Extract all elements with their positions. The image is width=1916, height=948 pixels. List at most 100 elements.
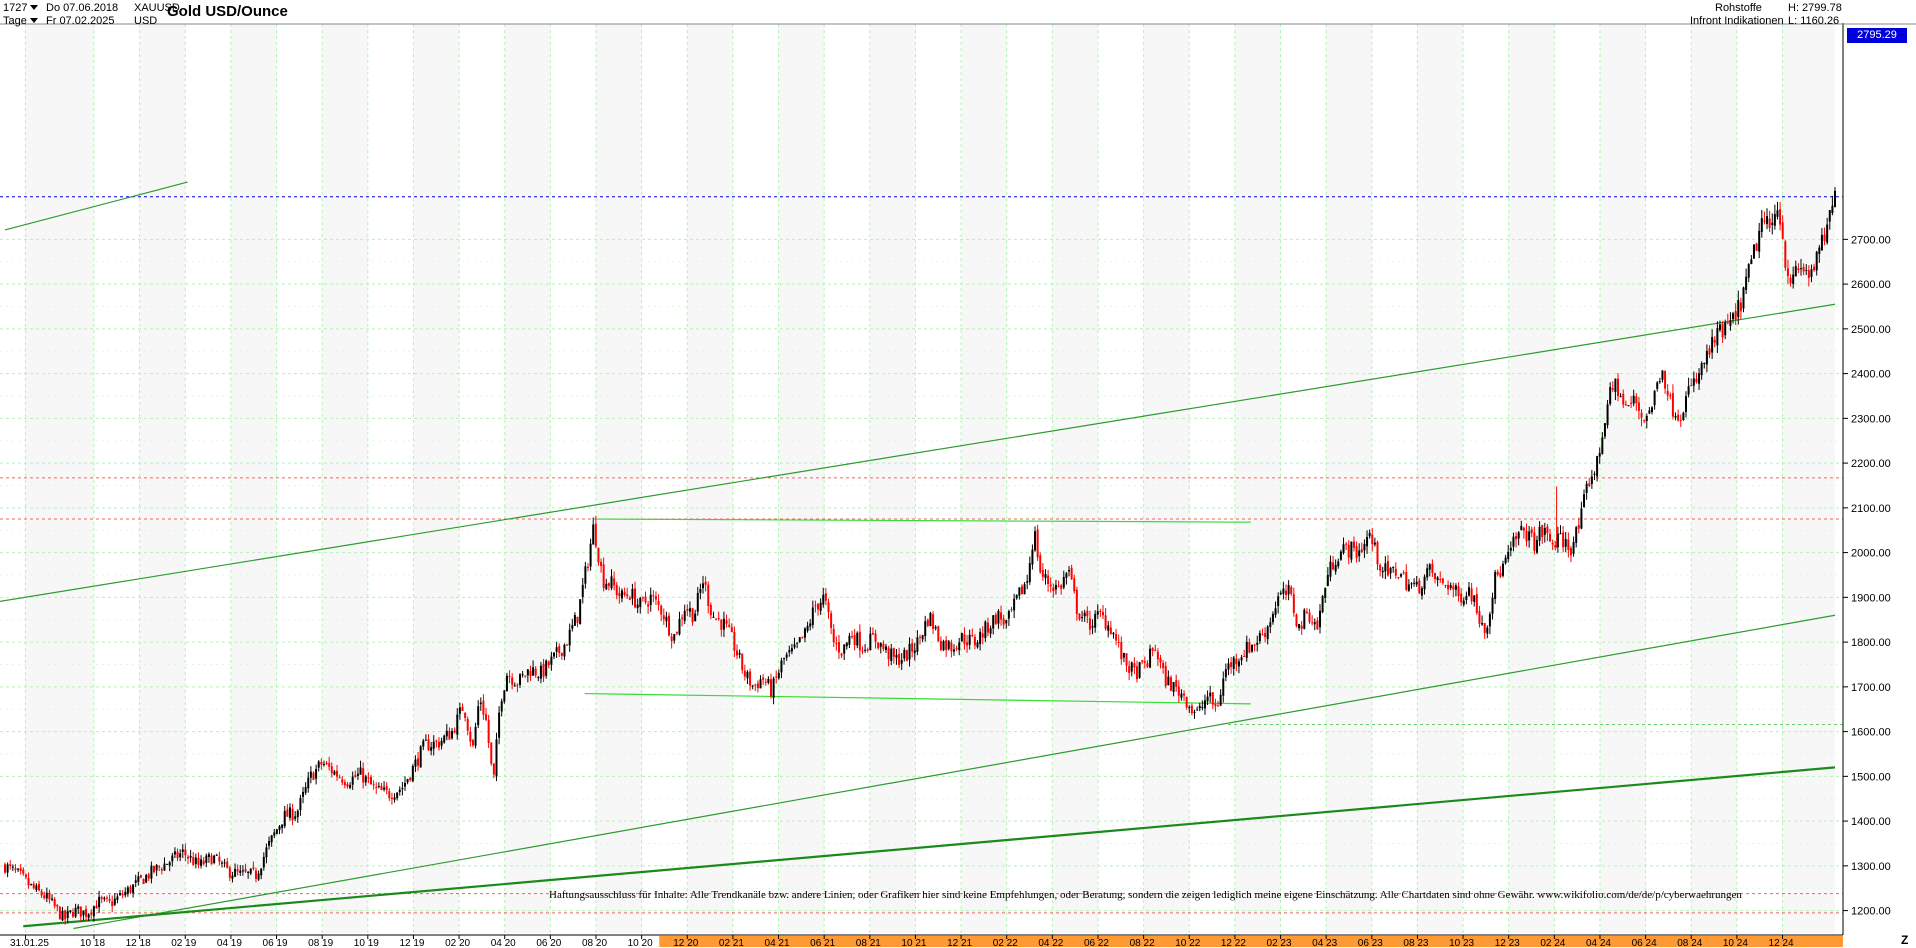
candle-body bbox=[945, 639, 948, 650]
candle-body bbox=[380, 785, 383, 791]
candle-body bbox=[1360, 549, 1363, 553]
candle-body bbox=[822, 594, 825, 605]
candle-body bbox=[887, 647, 890, 660]
x-tick-label: 10 19 bbox=[354, 938, 379, 948]
zoom-button[interactable]: Z bbox=[1901, 933, 1909, 947]
trend-lines[interactable] bbox=[0, 181, 1836, 930]
candle-body bbox=[1217, 705, 1220, 707]
candle-body bbox=[1752, 244, 1755, 259]
candle-body bbox=[1013, 598, 1016, 611]
x-tick-label: 08 20 bbox=[582, 938, 607, 948]
candle-body bbox=[547, 661, 550, 666]
candle-body bbox=[871, 632, 874, 635]
candle-body bbox=[1041, 570, 1044, 577]
candle-body bbox=[817, 603, 820, 610]
candle-body bbox=[767, 678, 770, 683]
candle-body bbox=[673, 634, 676, 641]
candle-body bbox=[341, 779, 344, 783]
candle-body bbox=[1739, 302, 1742, 312]
candle-body bbox=[500, 701, 503, 712]
candle-body bbox=[858, 631, 861, 651]
candle-body bbox=[1068, 569, 1071, 572]
candle-body bbox=[456, 714, 459, 735]
candle-body bbox=[1431, 563, 1434, 573]
x-tick-label: 02 20 bbox=[445, 938, 470, 948]
candle-body bbox=[1789, 277, 1792, 284]
candle-body bbox=[1407, 584, 1410, 591]
y-axis: 1200.00 1300.00 1400.00 1500.00 1600.00 1700.… bbox=[1843, 234, 1891, 918]
candle-body bbox=[385, 785, 388, 791]
candle-body bbox=[312, 772, 315, 780]
candle-body bbox=[1512, 536, 1515, 547]
candle-body bbox=[1415, 581, 1418, 585]
candle-body bbox=[539, 665, 542, 679]
y-tick-label: 1400.00 bbox=[1851, 816, 1891, 828]
candle-body bbox=[605, 583, 608, 590]
candle-body bbox=[1039, 555, 1042, 573]
candle-body bbox=[1708, 348, 1711, 355]
candle-body bbox=[153, 865, 156, 873]
candle-body bbox=[783, 658, 786, 660]
candle-body bbox=[1277, 596, 1280, 607]
y-tick-label: 2200.00 bbox=[1851, 458, 1891, 470]
candle-body bbox=[398, 789, 401, 793]
from-date[interactable]: Do 07.06.2018 bbox=[46, 2, 119, 14]
candle-body bbox=[179, 853, 182, 858]
candle-body bbox=[694, 613, 697, 622]
candle-body bbox=[728, 624, 731, 627]
candle-body bbox=[490, 742, 493, 764]
candle-body bbox=[1010, 609, 1013, 611]
candle-body bbox=[294, 816, 297, 819]
bar-count-selector[interactable]: 1727 bbox=[3, 2, 41, 15]
candle-body bbox=[1525, 530, 1528, 542]
candle-body bbox=[35, 885, 38, 890]
to-date[interactable]: Fr 07.02.2025 bbox=[46, 15, 115, 27]
candle-body bbox=[1169, 677, 1172, 691]
candle-body bbox=[24, 874, 27, 878]
candle-body bbox=[1083, 612, 1086, 617]
x-tick-label: 10 23 bbox=[1449, 938, 1474, 948]
candle-body bbox=[1551, 542, 1554, 545]
candle-body bbox=[1251, 644, 1254, 652]
shade-band bbox=[595, 24, 642, 933]
candle-body bbox=[1345, 543, 1348, 545]
candle-body bbox=[333, 771, 336, 775]
candle-body bbox=[720, 619, 723, 630]
candle-body bbox=[607, 583, 610, 587]
candle-body bbox=[1237, 661, 1240, 667]
shade-band bbox=[322, 24, 368, 933]
candle-body bbox=[1373, 542, 1376, 545]
candle-body bbox=[981, 633, 984, 638]
trendline-upper-channel-offset bbox=[4, 181, 188, 231]
candle-body bbox=[725, 620, 728, 624]
candle-body bbox=[71, 912, 74, 917]
candle-body bbox=[1206, 696, 1209, 702]
candle-body bbox=[1026, 581, 1029, 583]
candle-body bbox=[1447, 584, 1450, 590]
candle-body bbox=[542, 663, 545, 677]
candle-body bbox=[973, 636, 976, 646]
candle-body bbox=[40, 891, 43, 896]
x-tick-label: 02 19 bbox=[171, 938, 196, 948]
candle-body bbox=[458, 707, 461, 714]
candle-body bbox=[1687, 386, 1690, 395]
candle-body bbox=[1316, 620, 1319, 630]
candle-body bbox=[665, 616, 668, 622]
candle-body bbox=[1575, 527, 1578, 543]
candle-body bbox=[992, 615, 995, 629]
candle-body bbox=[469, 731, 472, 742]
candle-body bbox=[505, 675, 508, 692]
candle-body bbox=[1807, 270, 1810, 278]
candle-body bbox=[443, 735, 446, 743]
candle-body bbox=[1290, 586, 1293, 594]
candle-body bbox=[1342, 544, 1345, 553]
candle-body bbox=[158, 866, 161, 868]
candle-body bbox=[1426, 568, 1429, 578]
candle-body bbox=[924, 621, 927, 637]
x-tick-label: 02 22 bbox=[993, 938, 1018, 948]
interval-selector[interactable]: Tage bbox=[3, 15, 41, 28]
candle-body bbox=[801, 636, 804, 638]
candle-body bbox=[835, 643, 838, 645]
x-tick-label: 02 21 bbox=[719, 938, 744, 948]
